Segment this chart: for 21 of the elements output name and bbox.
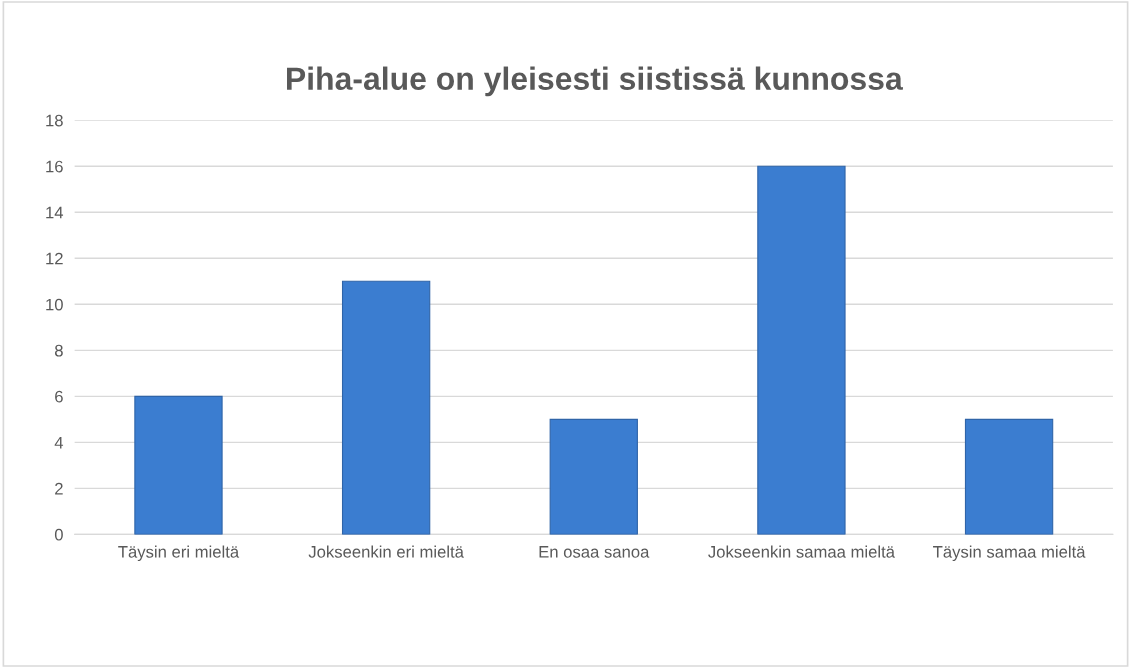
y-tick-label: 16 [46,160,63,173]
x-tick-label: Jokseenkin samaa mieltä [708,545,895,558]
chart-title: Piha-alue on yleisesti siistissä kunnossa [287,66,903,97]
x-tick-label: Täysin eri mieltä [118,545,240,562]
y-tick-label: 2 [55,482,63,495]
y-tick-label: 18 [46,114,63,127]
y-tick-label: 12 [46,252,63,265]
y-tick-label: 4 [54,436,64,449]
y-tick-label: 10 [46,298,63,311]
x-tick-label: Täysin samaa mieltä [933,545,1086,562]
x-tick-label: Jokseenkin eri mieltä [308,545,464,558]
x-tick-label: En osaa sanoa [539,546,650,558]
bar [549,418,638,535]
y-tick-label: 0 [54,528,63,541]
y-tick-label: 6 [55,390,63,403]
bar [134,395,223,535]
bar [757,165,846,535]
bar [964,418,1054,535]
y-tick-label: 14 [46,206,64,219]
y-tick-label: 8 [54,344,63,357]
bar [341,280,431,535]
